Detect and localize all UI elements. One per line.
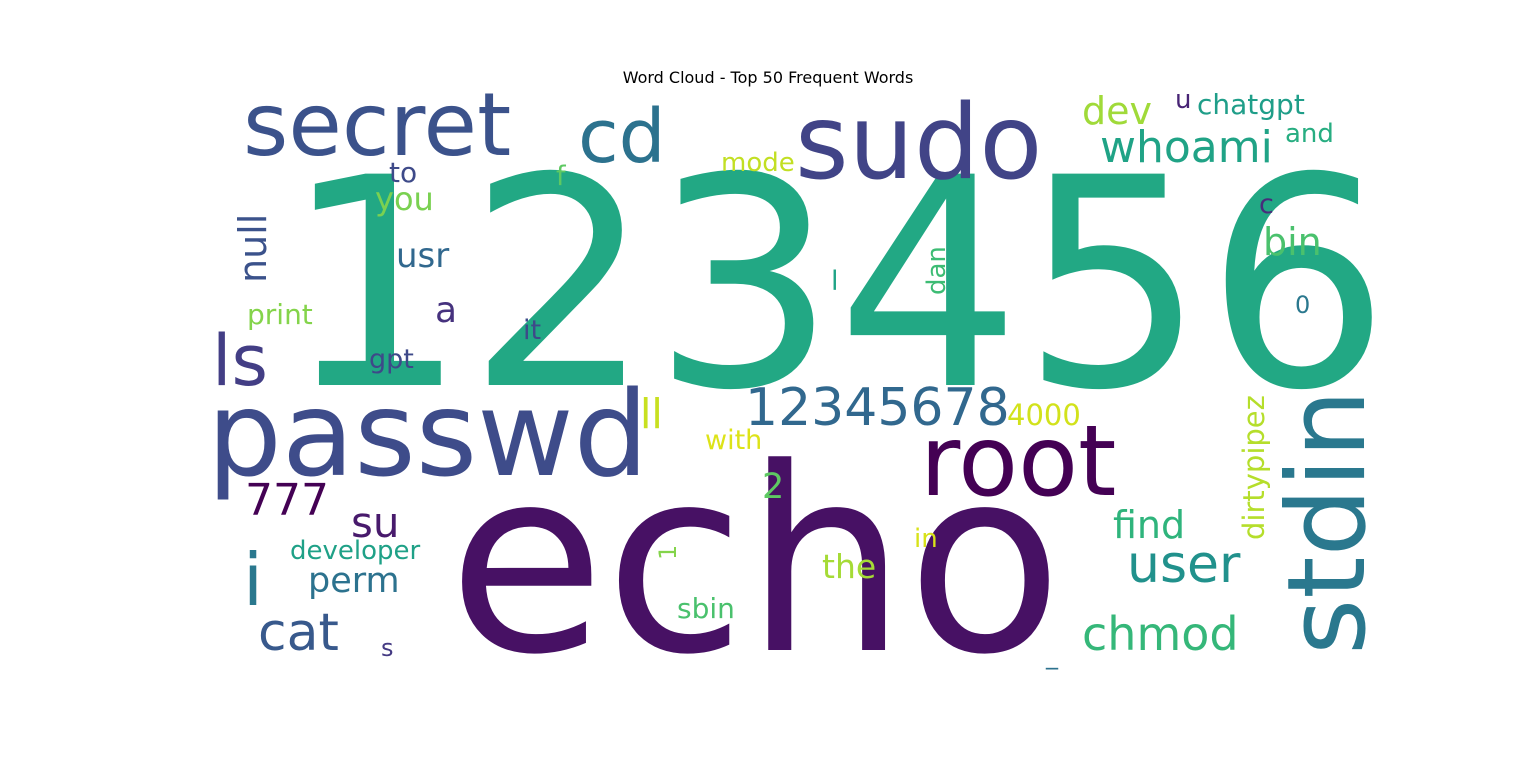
word-underscore: _ <box>1045 642 1059 670</box>
word-l: l <box>831 266 839 297</box>
word-123456: 123456 <box>283 117 1390 454</box>
word-a: a <box>435 290 457 331</box>
word-developer: developer <box>290 536 421 566</box>
word-it: it <box>523 315 541 346</box>
word-bin: bin <box>1263 220 1322 264</box>
word-whoami: whoami <box>1100 122 1273 173</box>
word-s: s <box>381 634 394 662</box>
word-perm: perm <box>308 561 400 601</box>
word-gpt: gpt <box>369 344 414 375</box>
word-secret: secret <box>243 74 511 176</box>
word-and: and <box>1285 119 1334 149</box>
word-in: in <box>914 524 938 554</box>
word-1: 1 <box>654 545 682 560</box>
word-dan: dan <box>922 246 952 295</box>
word-chatgpt: chatgpt <box>1197 88 1305 121</box>
word-sbin: sbin <box>677 592 735 625</box>
word-the: the <box>822 547 876 586</box>
word-4000: 4000 <box>1007 398 1081 432</box>
word-i: i <box>243 538 263 622</box>
word-user: user <box>1127 535 1241 595</box>
word-dirtypipez: dirtypipez <box>1237 395 1271 540</box>
word-ll: ll <box>640 390 663 438</box>
word-cat: cat <box>258 603 339 663</box>
chart-title: Word Cloud - Top 50 Frequent Words <box>622 68 914 87</box>
word-null: null <box>231 214 275 283</box>
word-find: find <box>1113 503 1185 547</box>
word-su: su <box>351 498 400 547</box>
word-c: c <box>1259 189 1274 220</box>
word-root: root <box>920 405 1116 519</box>
word-chmod: chmod <box>1082 607 1239 661</box>
word-usr: usr <box>396 236 449 276</box>
word-12345678: 12345678 <box>745 378 1010 438</box>
word-with: with <box>705 425 762 456</box>
word-f: f <box>556 161 567 192</box>
word-ls: ls <box>212 320 268 402</box>
word-print: print <box>247 298 313 331</box>
word-you: you <box>375 180 434 218</box>
word-777: 777 <box>245 475 329 526</box>
word-passwd: passwd <box>207 365 649 503</box>
word-cd: cd <box>578 94 666 180</box>
word-stdin: stdin <box>1265 389 1390 655</box>
word-0: 0 <box>1295 291 1310 319</box>
word-to: to <box>389 156 417 189</box>
word-u: u <box>1175 85 1191 115</box>
word-sudo: sudo <box>795 83 1042 203</box>
word-mode: mode <box>721 148 795 178</box>
word-echo: echo <box>448 414 1063 711</box>
word-dev: dev <box>1082 89 1152 133</box>
word-2: 2 <box>762 467 784 507</box>
